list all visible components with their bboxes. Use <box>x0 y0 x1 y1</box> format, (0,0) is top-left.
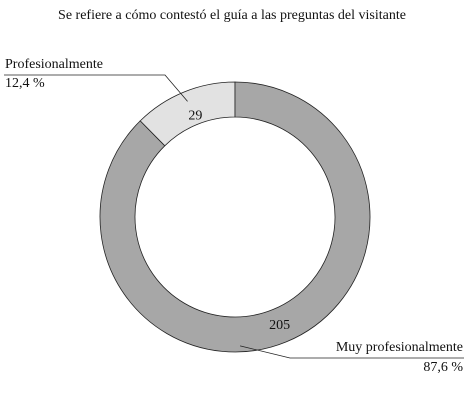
chart-title: Se refiere a cómo contestó el guía a las… <box>58 8 406 23</box>
category-label: Profesionalmente <box>5 57 103 72</box>
leader-line <box>239 345 464 359</box>
leader-line <box>4 74 188 102</box>
percentage-label: 12,4 % <box>5 76 45 91</box>
category-label: Muy profesionalmente <box>336 340 463 355</box>
value-label: 205 <box>269 318 290 333</box>
value-label: 29 <box>188 109 202 124</box>
donut-slice <box>99 81 371 353</box>
percentage-label: 87,6 % <box>423 360 463 375</box>
